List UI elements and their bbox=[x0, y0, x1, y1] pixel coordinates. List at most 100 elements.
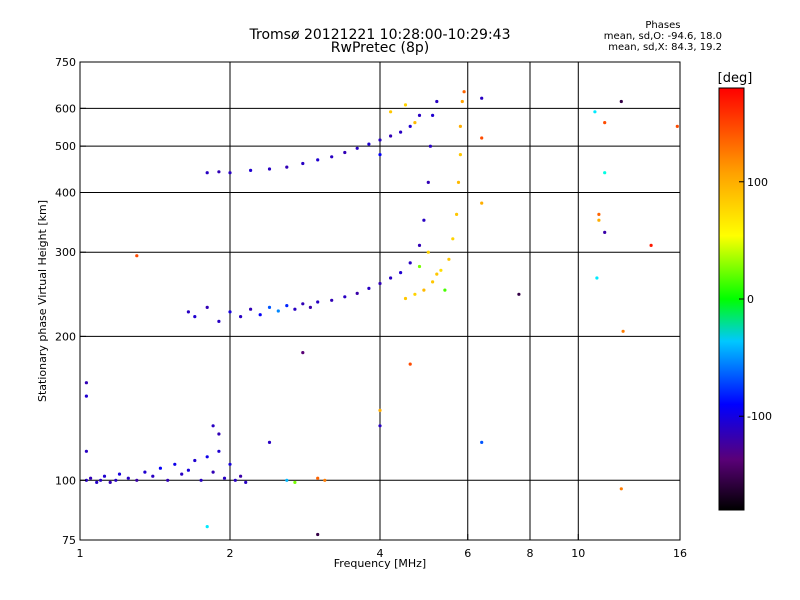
x-tick-label: 2 bbox=[227, 547, 234, 560]
data-point bbox=[84, 381, 88, 385]
data-point bbox=[417, 264, 422, 269]
data-point bbox=[435, 272, 439, 276]
data-point bbox=[378, 153, 382, 157]
data-point bbox=[619, 487, 623, 491]
data-point bbox=[135, 478, 139, 482]
data-point bbox=[267, 440, 272, 444]
data-point bbox=[399, 271, 403, 275]
data-point bbox=[95, 480, 99, 484]
y-tick-label: 200 bbox=[55, 330, 76, 343]
data-point bbox=[443, 288, 447, 292]
data-point bbox=[158, 466, 162, 470]
data-point bbox=[426, 180, 430, 184]
data-point bbox=[417, 243, 422, 247]
data-point bbox=[316, 476, 320, 480]
data-point bbox=[217, 432, 221, 436]
data-point bbox=[408, 124, 412, 128]
data-point bbox=[439, 268, 443, 272]
data-point bbox=[244, 480, 248, 484]
data-point bbox=[193, 315, 197, 319]
data-point bbox=[239, 474, 243, 478]
data-point bbox=[399, 130, 403, 134]
data-point bbox=[199, 478, 203, 482]
data-point bbox=[276, 309, 280, 313]
x-axis-label: Frequency [MHz] bbox=[334, 557, 426, 570]
grid-lines bbox=[80, 62, 680, 540]
data-point bbox=[451, 237, 455, 241]
data-point bbox=[217, 319, 221, 323]
data-point bbox=[108, 480, 112, 484]
data-point bbox=[293, 307, 297, 311]
y-tick-label: 600 bbox=[55, 102, 76, 115]
data-point bbox=[228, 171, 232, 175]
data-point bbox=[462, 90, 466, 94]
data-point bbox=[389, 134, 393, 138]
data-point bbox=[293, 480, 297, 484]
y-tick-label: 750 bbox=[55, 56, 76, 69]
data-point bbox=[205, 171, 209, 175]
data-point bbox=[217, 449, 221, 453]
colorbar-label: [deg] bbox=[718, 71, 753, 86]
data-point bbox=[301, 302, 305, 306]
data-point bbox=[403, 103, 408, 107]
data-point bbox=[228, 462, 232, 466]
data-point bbox=[239, 315, 243, 319]
data-point bbox=[205, 455, 209, 459]
data-point bbox=[301, 351, 305, 355]
data-point bbox=[480, 440, 484, 444]
data-point bbox=[675, 124, 679, 128]
data-point bbox=[378, 408, 382, 412]
data-point bbox=[186, 468, 190, 472]
axis-ticks: 1 2 4 6 8 10 16 75 100 200 300 400 500 600 750 bbox=[55, 56, 687, 560]
data-point bbox=[285, 304, 289, 308]
data-point bbox=[417, 113, 422, 117]
colorbar-tick-label: 0 bbox=[747, 293, 754, 306]
data-point bbox=[249, 168, 253, 172]
data-point bbox=[228, 310, 232, 314]
data-point bbox=[343, 150, 347, 155]
data-point bbox=[316, 158, 320, 162]
data-point bbox=[458, 124, 462, 128]
data-point bbox=[151, 474, 155, 478]
data-point bbox=[126, 476, 130, 480]
y-tick-label: 75 bbox=[62, 534, 76, 547]
data-point bbox=[180, 472, 184, 476]
data-point bbox=[211, 424, 215, 428]
x-tick-label: 8 bbox=[527, 547, 534, 560]
data-point bbox=[186, 310, 190, 314]
colorbar-tick-label: 100 bbox=[747, 176, 768, 189]
x-tick-label: 1 bbox=[77, 547, 84, 560]
data-point bbox=[428, 144, 432, 148]
data-point bbox=[408, 362, 412, 366]
data-point bbox=[84, 449, 88, 453]
data-point bbox=[595, 276, 599, 280]
data-point bbox=[258, 313, 262, 317]
data-point bbox=[389, 276, 393, 280]
data-point bbox=[619, 99, 623, 104]
data-point bbox=[330, 155, 334, 159]
data-point bbox=[267, 305, 272, 309]
data-point bbox=[447, 257, 451, 261]
data-point bbox=[205, 525, 209, 529]
data-point bbox=[323, 478, 327, 482]
data-point bbox=[597, 212, 601, 216]
data-point bbox=[89, 476, 93, 480]
data-point bbox=[431, 280, 435, 284]
y-tick-label: 500 bbox=[55, 140, 76, 153]
data-point bbox=[222, 476, 227, 480]
data-point bbox=[217, 170, 221, 174]
x-tick-label: 4 bbox=[377, 547, 384, 560]
data-point bbox=[193, 458, 197, 463]
data-point bbox=[435, 99, 439, 104]
stats-title: Phases bbox=[645, 20, 681, 31]
data-point bbox=[355, 291, 359, 295]
data-point bbox=[422, 288, 426, 292]
data-point bbox=[460, 99, 464, 104]
data-point bbox=[316, 300, 320, 304]
data-point bbox=[378, 424, 382, 428]
data-point bbox=[367, 286, 371, 290]
data-point bbox=[301, 161, 305, 166]
data-point bbox=[480, 96, 484, 100]
data-point bbox=[480, 136, 484, 140]
